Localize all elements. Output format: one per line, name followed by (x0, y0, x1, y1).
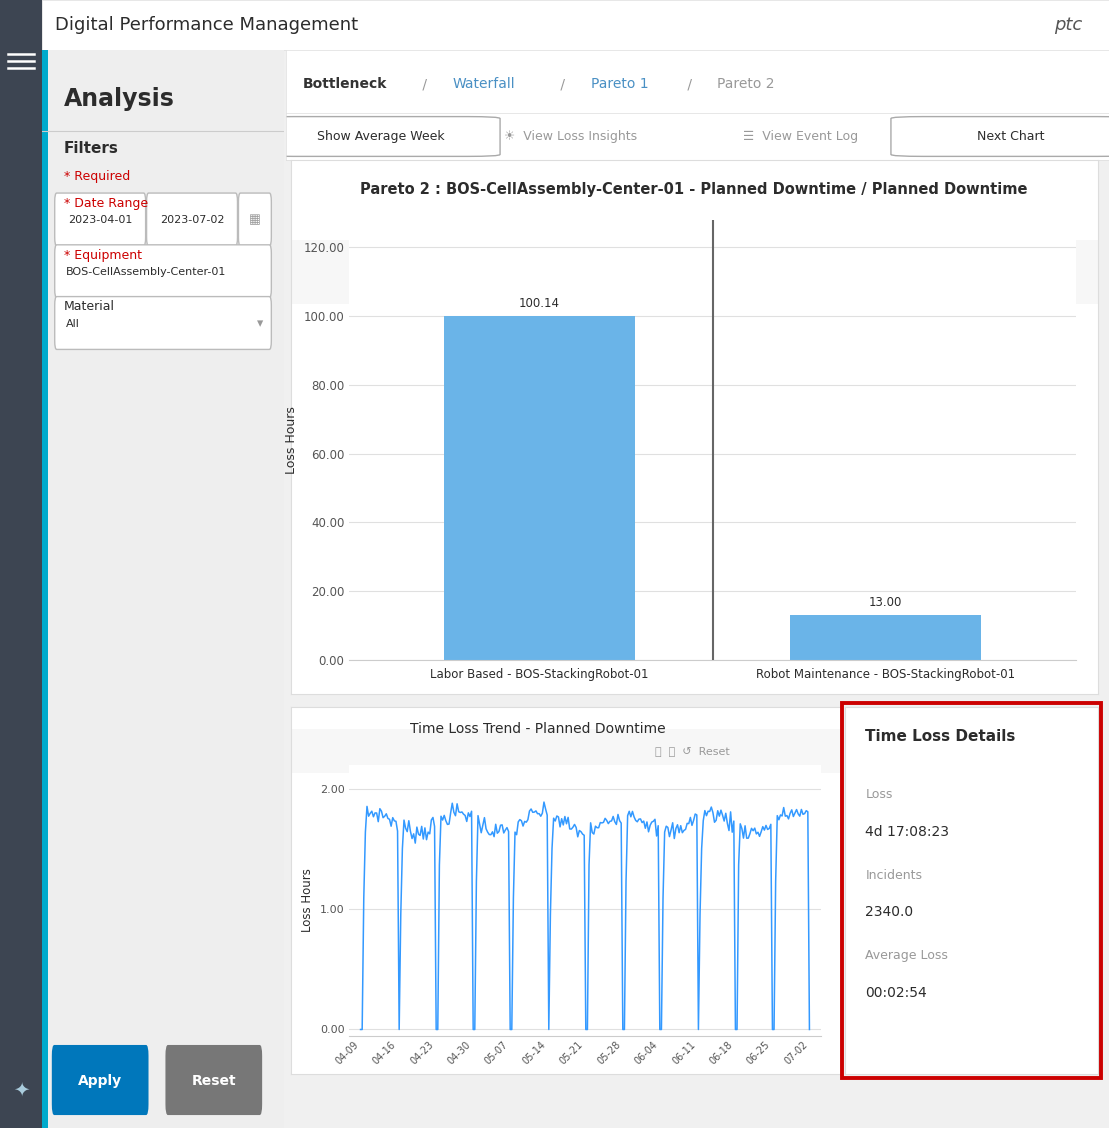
Text: * Required: * Required (64, 170, 130, 184)
FancyBboxPatch shape (165, 1045, 262, 1116)
Text: Apply: Apply (78, 1074, 122, 1087)
Text: 2023-04-01: 2023-04-01 (68, 215, 132, 224)
Text: All: All (67, 318, 80, 328)
Text: Waterfall: Waterfall (452, 78, 515, 91)
Bar (291, 730, 841, 774)
Text: Material: Material (64, 300, 115, 312)
Text: /: / (418, 78, 431, 91)
Bar (445, 316, 634, 660)
Text: Reset: Reset (192, 1074, 236, 1087)
Text: 100.14: 100.14 (519, 297, 560, 309)
Text: Pareto 2: Pareto 2 (718, 78, 775, 91)
FancyBboxPatch shape (146, 193, 237, 246)
Bar (42, 50, 48, 1128)
Bar (291, 240, 1098, 305)
Text: Average Loss: Average Loss (865, 950, 948, 962)
Text: Pareto 2 : BOS-CellAssembly-Center-01 - Planned Downtime / Planned Downtime: Pareto 2 : BOS-CellAssembly-Center-01 - … (360, 182, 1028, 196)
Bar (791, 615, 980, 660)
Text: Next Chart: Next Chart (977, 130, 1044, 143)
Text: Bottleneck: Bottleneck (303, 78, 387, 91)
Text: ☰  View Event Log: ☰ View Event Log (743, 130, 858, 143)
Text: Time Loss Details: Time Loss Details (865, 730, 1016, 744)
Text: /: / (556, 78, 569, 91)
Text: Incidents: Incidents (865, 869, 923, 882)
Text: 2023-07-02: 2023-07-02 (160, 215, 224, 224)
Text: Pareto 1: Pareto 1 (591, 78, 649, 91)
Text: * Equipment: * Equipment (64, 249, 142, 262)
FancyBboxPatch shape (262, 116, 500, 157)
FancyBboxPatch shape (52, 1045, 149, 1116)
Text: 00:02:54: 00:02:54 (865, 986, 927, 999)
Text: Filters: Filters (64, 141, 119, 157)
Text: 13.00: 13.00 (868, 596, 902, 609)
Text: 🔍  🔍  ↺  Reset: 🔍 🔍 ↺ Reset (654, 747, 730, 756)
Y-axis label: Loss Hours: Loss Hours (302, 869, 314, 932)
FancyBboxPatch shape (891, 116, 1109, 157)
FancyBboxPatch shape (238, 193, 272, 246)
FancyBboxPatch shape (54, 297, 272, 350)
Text: /: / (683, 78, 696, 91)
Text: Time Loss Trend - Planned Downtime: Time Loss Trend - Planned Downtime (410, 722, 665, 735)
Text: ▦: ▦ (250, 213, 261, 227)
FancyBboxPatch shape (54, 245, 272, 298)
Text: 🔍  🔍  ↺  Reset: 🔍 🔍 ↺ Reset (964, 267, 1038, 277)
Text: 2340.0: 2340.0 (865, 905, 914, 919)
Text: ☀  View Loss Insights: ☀ View Loss Insights (505, 130, 638, 143)
Text: * Date Range: * Date Range (64, 197, 147, 210)
Y-axis label: Loss Hours: Loss Hours (285, 406, 298, 474)
FancyBboxPatch shape (54, 193, 145, 246)
Text: BOS-CellAssembly-Center-01: BOS-CellAssembly-Center-01 (67, 267, 226, 276)
Text: ▾: ▾ (256, 317, 263, 331)
Text: Show Average Week: Show Average Week (317, 130, 445, 143)
Text: Bars that are on and to the left of the vertical line represent the top 80% of l: Bars that are on and to the left of the … (449, 235, 939, 248)
Text: ✦: ✦ (13, 1081, 29, 1100)
Text: ptc: ptc (1054, 16, 1082, 34)
Text: Loss: Loss (865, 787, 893, 801)
Text: 4d 17:08:23: 4d 17:08:23 (865, 825, 949, 838)
Text: Analysis: Analysis (64, 87, 175, 112)
Text: Digital Performance Management: Digital Performance Management (55, 16, 358, 34)
